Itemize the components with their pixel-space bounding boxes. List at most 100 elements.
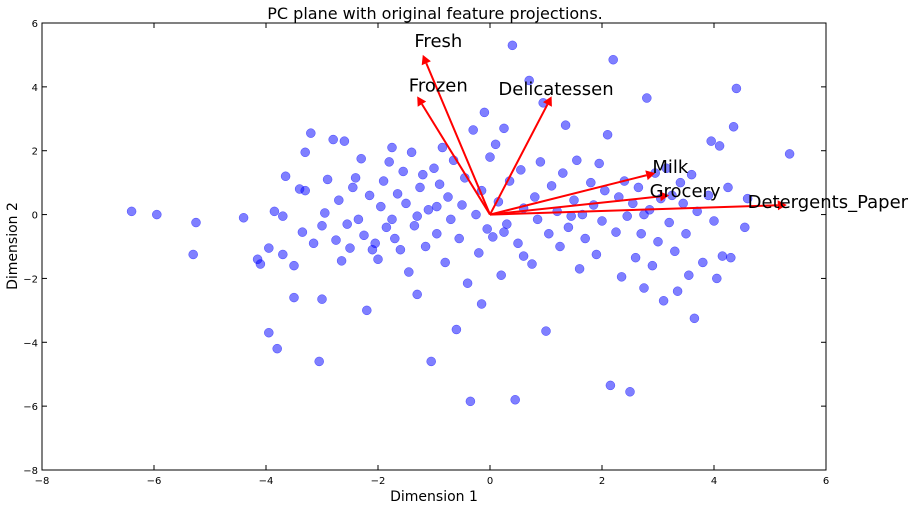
data-point: [378, 176, 389, 186]
data-point: [191, 217, 201, 228]
data-point: [376, 201, 386, 212]
data-point: [742, 193, 753, 204]
y-tick-label: 4: [32, 83, 38, 94]
y-tick-label: −8: [23, 466, 38, 477]
data-point: [476, 299, 487, 309]
data-point: [454, 233, 464, 244]
data-point: [269, 206, 280, 217]
feature-label: Frozen: [409, 76, 468, 97]
data-point: [468, 125, 478, 135]
feature-arrow-labels: Fresh Frozen Delicatessen Milk Grocery Deterg…: [409, 31, 909, 213]
data-point: [502, 219, 512, 229]
feature-arrow-shaft: [421, 103, 491, 216]
data-point: [255, 259, 266, 269]
data-point: [359, 230, 369, 241]
y-tick-label: −6: [23, 402, 38, 413]
data-point: [348, 182, 358, 193]
data-point: [580, 233, 590, 244]
data-point: [518, 251, 529, 261]
x-tick-label: 2: [599, 476, 605, 487]
data-point: [331, 235, 341, 245]
data-point: [675, 177, 686, 188]
data-point: [622, 211, 632, 221]
data-point: [488, 232, 498, 242]
feature-label: Delicatessen: [498, 79, 613, 100]
data-point: [661, 163, 672, 174]
data-point: [297, 227, 308, 237]
data-point: [432, 228, 442, 239]
feature-label: Milk: [652, 157, 689, 178]
y-tick-label: 0: [32, 211, 38, 222]
data-point: [336, 256, 347, 266]
data-point: [289, 260, 299, 271]
x-tick-label: −8: [35, 476, 50, 487]
data-point: [586, 177, 596, 188]
x-tick-label: 0: [487, 476, 493, 487]
data-point: [289, 292, 299, 303]
data-point: [530, 192, 540, 202]
feature-arrow-head: [659, 191, 670, 202]
data-point: [507, 40, 518, 51]
data-point: [345, 243, 355, 253]
data-point: [664, 217, 674, 228]
data-point: [572, 155, 582, 166]
data-point: [658, 296, 669, 306]
data-point: [703, 190, 714, 201]
data-point: [513, 238, 523, 249]
data-point: [384, 157, 394, 167]
data-point: [642, 93, 652, 103]
data-point: [342, 219, 352, 229]
data-point: [672, 286, 683, 296]
data-point: [364, 190, 375, 201]
data-point: [437, 142, 448, 153]
data-point: [555, 241, 565, 252]
data-point: [692, 206, 702, 217]
data-point: [558, 168, 568, 178]
data-point: [387, 142, 397, 153]
data-point: [499, 123, 509, 134]
axis-ticks: −8 −6 −4 −2 0 2 4 6 −8 −6 −4 −2 0 2 4 6: [23, 19, 829, 487]
data-point: [390, 233, 400, 244]
data-point: [535, 157, 546, 167]
data-point: [639, 283, 649, 293]
data-point: [686, 169, 697, 180]
data-point: [670, 246, 680, 257]
data-point: [726, 252, 736, 263]
data-point: [594, 158, 604, 169]
data-point: [339, 136, 350, 146]
data-point: [482, 224, 492, 234]
feature-arrow-shaft: [489, 174, 647, 216]
data-point: [446, 214, 456, 225]
data-point: [387, 214, 397, 225]
data-point: [485, 152, 495, 162]
feature-arrow-shaft: [489, 103, 549, 216]
y-tick-label: −4: [23, 338, 38, 349]
data-point: [723, 182, 733, 193]
data-point: [462, 278, 473, 288]
data-point: [353, 214, 364, 225]
y-tick-label: 6: [32, 19, 38, 30]
data-point: [689, 313, 700, 324]
data-point: [709, 216, 719, 226]
feature-label: Detergents_Paper: [748, 192, 909, 213]
data-point: [420, 241, 431, 252]
data-point: [280, 171, 291, 182]
data-point: [611, 227, 621, 237]
data-point: [392, 189, 403, 199]
data-point: [740, 222, 750, 233]
data-point: [322, 174, 333, 185]
x-tick-label: −2: [371, 476, 386, 487]
data-point: [451, 324, 462, 335]
data-point: [395, 244, 406, 255]
feature-arrow-shaft: [489, 195, 661, 216]
data-point: [300, 147, 310, 158]
data-point: [418, 169, 428, 180]
data-point: [264, 327, 274, 338]
data-point: [653, 236, 663, 247]
feature-label: Grocery: [650, 181, 721, 202]
data-point: [362, 305, 372, 316]
data-point: [188, 249, 198, 260]
data-point: [647, 260, 658, 271]
data-point: [524, 75, 534, 86]
data-point: [490, 139, 501, 150]
